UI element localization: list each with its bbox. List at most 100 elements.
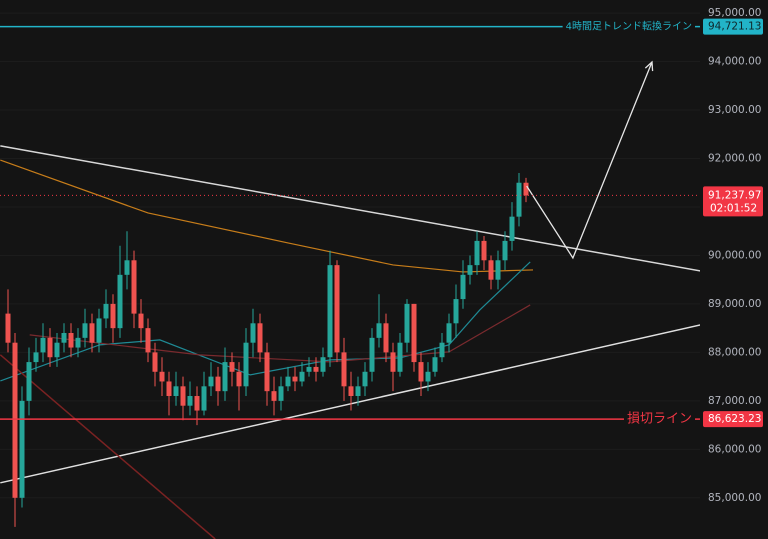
candle-body [138, 313, 144, 329]
y-tick-label: 92,000.00 [708, 153, 761, 165]
candle-body [222, 362, 228, 392]
candle-body [201, 386, 207, 411]
candle-body [75, 337, 81, 348]
candle-body [61, 332, 67, 343]
candle-body [47, 337, 53, 358]
trendline [0, 324, 700, 484]
y-tick-label: 89,000.00 [708, 298, 761, 310]
candle-body [166, 381, 172, 397]
candle-body [285, 376, 291, 387]
candle-body [502, 240, 508, 261]
y-tick-label: 94,000.00 [708, 56, 761, 68]
candle-body [306, 366, 312, 372]
candle-body [334, 265, 340, 353]
candle-body [187, 396, 193, 406]
candle-body [362, 371, 368, 387]
y-tick-label: 93,000.00 [708, 104, 761, 116]
candle-body [40, 337, 46, 353]
candle-body [243, 342, 249, 387]
candle-body [103, 303, 109, 319]
candle-body [96, 318, 102, 343]
candle-body [299, 371, 305, 382]
candle-body [404, 303, 410, 343]
candle-body [467, 265, 473, 275]
candle-body [236, 371, 242, 387]
countdown: 02:01:52 [710, 202, 757, 214]
candle-body [208, 376, 214, 387]
candle-body [173, 386, 179, 397]
candle-body [229, 362, 235, 372]
candle-body [481, 240, 487, 261]
plot-area [0, 12, 700, 539]
candle-body [432, 357, 438, 372]
moving-average [0, 159, 534, 273]
candle-body [159, 371, 165, 382]
candle-body [89, 323, 95, 343]
candle-body [327, 265, 333, 358]
arrow-head [644, 60, 654, 72]
candle-body [145, 328, 151, 353]
candle-body [341, 352, 347, 387]
candle-body [523, 182, 529, 196]
candle-body [54, 342, 60, 358]
candle-body [215, 376, 221, 392]
y-tick-label: 88,000.00 [708, 346, 761, 358]
candle-body [152, 352, 158, 372]
candle-body [12, 342, 18, 498]
candle-body [495, 260, 501, 280]
candle-body [82, 323, 88, 338]
candle-body [124, 260, 130, 275]
level-name-bg [562, 19, 695, 34]
candle-body [439, 342, 445, 358]
y-tick-label: 95,000.00 [708, 7, 761, 19]
candle-body [271, 391, 277, 401]
last-price-label: 91,237.97 [708, 189, 761, 201]
candle-body [453, 299, 459, 324]
candle-body [397, 342, 403, 372]
level-name: 4時間足トレンド転換ライン [566, 21, 692, 33]
level-tag [703, 18, 763, 35]
candle-body [110, 303, 116, 329]
candle-body [19, 400, 25, 498]
candle-body [26, 362, 32, 401]
y-tick-label: 90,000.00 [708, 249, 761, 261]
level-name-bg [623, 410, 695, 428]
candle-body [250, 323, 256, 343]
trendline [0, 145, 700, 272]
candle-body [257, 323, 263, 353]
trendline [0, 354, 216, 539]
candle-body [383, 323, 389, 353]
level-tag-label: 86,623.23 [708, 413, 761, 425]
candle-body [411, 303, 417, 363]
candle-body [425, 371, 431, 382]
candle-body [418, 362, 424, 382]
candle-body [460, 274, 466, 300]
candle-body [446, 323, 452, 343]
candle-body [348, 386, 354, 397]
candle-body [131, 260, 137, 314]
candle-body [320, 357, 326, 372]
candle-body [369, 337, 375, 372]
candle-body [376, 323, 382, 338]
candle-body [313, 366, 319, 372]
candle-body [117, 274, 123, 329]
y-tick-label: 87,000.00 [708, 395, 761, 407]
candle-body [180, 386, 186, 406]
candle-body [390, 352, 396, 372]
candle-body [68, 332, 74, 348]
candle-body [33, 352, 39, 363]
level-tag-label: 94,721.13 [708, 21, 761, 33]
candle-body [264, 352, 270, 392]
y-tick-label: 85,000.00 [708, 492, 761, 504]
candle-body [278, 386, 284, 401]
candle-body [474, 240, 480, 266]
level-name: 損切ライン [627, 412, 692, 427]
candle-body [355, 386, 361, 397]
last-price-tag [703, 186, 763, 217]
candle-body [194, 396, 200, 411]
candle-body [509, 216, 515, 241]
candle-body [488, 260, 494, 280]
level-tag [703, 411, 763, 428]
